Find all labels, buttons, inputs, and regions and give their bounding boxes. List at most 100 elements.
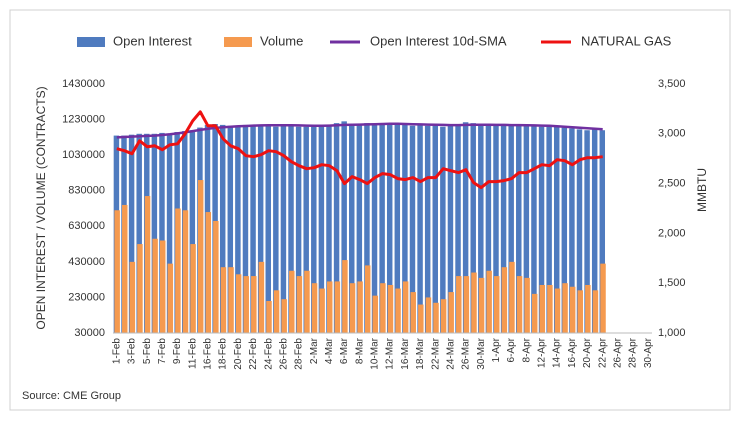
bar: [128, 134, 135, 333]
bar: [531, 293, 538, 333]
bar: [342, 260, 348, 333]
bar: [213, 220, 219, 333]
bar: [281, 299, 287, 333]
x-tick-label: 11-Feb: [187, 338, 198, 369]
bar: [524, 277, 530, 333]
bar: [394, 124, 401, 334]
bar: [166, 133, 173, 333]
bar: [288, 125, 294, 334]
bar: [266, 300, 272, 333]
bar: [144, 196, 151, 333]
x-tick-label: 26-Mar: [461, 337, 472, 369]
bar: [318, 125, 325, 334]
bar: [546, 125, 552, 334]
x-tick-label: 30-Mar: [476, 337, 487, 369]
x-tick-label: 26-Apr: [612, 337, 623, 368]
bar: [478, 124, 484, 334]
y-tick-label: 1230000: [62, 113, 105, 125]
bar: [493, 125, 499, 334]
bar: [137, 244, 143, 333]
bar: [295, 126, 302, 333]
bar: [151, 133, 158, 333]
y-tick-label: 230000: [68, 291, 105, 303]
bar: [576, 129, 583, 333]
bar: [296, 276, 303, 333]
bar: [159, 132, 165, 333]
x-tick-label: 1-Apr: [491, 337, 502, 362]
x-tick-label: 14-Apr: [552, 337, 563, 368]
bar: [531, 125, 537, 334]
y-tick-label: 30000: [74, 327, 105, 339]
bar: [410, 292, 416, 333]
y2-tick-label: 2,500: [658, 178, 686, 190]
bar: [327, 281, 333, 333]
x-tick-label: 8-Apr: [521, 337, 532, 362]
bar: [516, 276, 523, 333]
bar: [364, 123, 370, 333]
bar: [326, 124, 332, 334]
bar: [242, 124, 249, 334]
bar: [349, 124, 355, 334]
legend-swatch: [224, 37, 252, 47]
bar: [371, 124, 378, 334]
x-tick-label: 6-Apr: [506, 337, 517, 362]
bar: [523, 125, 530, 334]
x-tick-label: 30-Apr: [643, 337, 654, 368]
bar: [462, 122, 469, 333]
bar: [500, 124, 507, 334]
bar: [417, 124, 423, 334]
bar: [167, 263, 174, 333]
bar: [189, 130, 196, 333]
bar: [227, 125, 234, 334]
bar: [334, 281, 341, 333]
bar: [182, 210, 189, 333]
bar: [448, 292, 454, 333]
x-tick-label: 1-Feb: [111, 338, 122, 365]
y2-tick-label: 1,000: [658, 327, 686, 339]
bar: [425, 297, 432, 333]
bar: [455, 124, 461, 334]
bar: [341, 121, 347, 333]
y-tick-label: 630000: [68, 220, 105, 232]
bar: [136, 133, 142, 333]
bar: [219, 124, 226, 334]
bar: [561, 127, 568, 333]
bar: [585, 284, 591, 333]
y-tick-label: 1430000: [62, 78, 105, 90]
bar: [258, 261, 265, 333]
bar: [486, 270, 492, 333]
bar: [562, 283, 568, 333]
bar: [235, 125, 241, 334]
x-tick-label: 12-Mar: [385, 337, 396, 369]
legend-label: Open Interest: [113, 33, 192, 48]
y2-axis-title: MMBTU: [695, 168, 709, 212]
bar: [386, 123, 393, 333]
bar: [485, 124, 492, 334]
x-tick-label: 20-Apr: [582, 337, 593, 368]
y-tick-label: 1030000: [62, 149, 105, 161]
bar: [243, 276, 249, 333]
bar: [235, 274, 242, 333]
bar: [175, 208, 181, 333]
legend-label: Open Interest 10d-SMA: [370, 33, 507, 48]
y2-tick-label: 1,500: [658, 277, 686, 289]
bar: [280, 125, 287, 334]
x-tick-label: 28-Apr: [628, 337, 639, 368]
x-tick-label: 4-Mar: [324, 337, 335, 364]
bar: [265, 125, 271, 334]
bar: [357, 281, 363, 333]
y2-tick-label: 3,500: [658, 78, 686, 90]
bar: [569, 128, 575, 333]
x-tick-label: 5-Feb: [142, 338, 153, 365]
chart-frame: [9, 9, 731, 411]
x-tick-label: 8-Mar: [354, 337, 365, 364]
bar: [114, 210, 120, 333]
x-tick-label: 18-Feb: [218, 338, 229, 370]
bar: [424, 125, 431, 334]
bar: [289, 270, 295, 333]
x-tick-label: 26-Feb: [278, 338, 289, 370]
bar: [402, 281, 409, 333]
x-tick-label: 12-Apr: [537, 337, 548, 368]
x-tick-label: 16-Feb: [203, 338, 214, 370]
